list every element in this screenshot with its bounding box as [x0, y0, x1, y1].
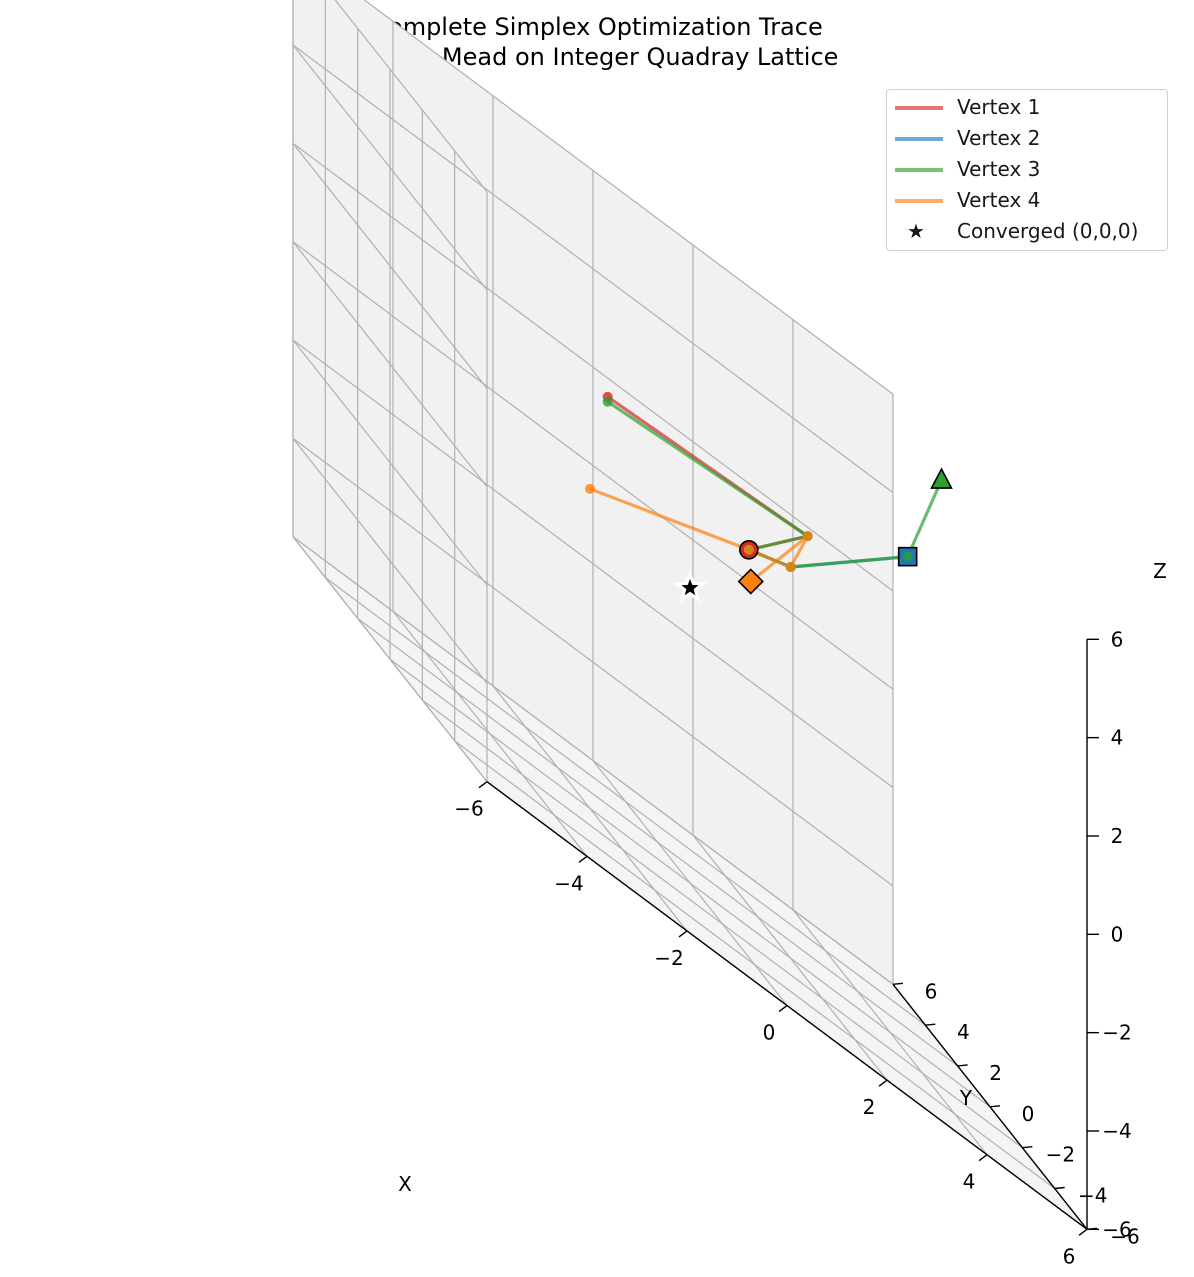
y-axis-label: Y: [959, 1086, 973, 1110]
series-point-vertex-4: [785, 562, 796, 573]
y-tick-label: −4: [1078, 1184, 1107, 1208]
grid-line: [292, 44, 894, 494]
series-marker-vertex-3: [930, 467, 953, 489]
grid-line: [292, 536, 894, 985]
x-tick-mark: [478, 781, 488, 789]
x-tick-label: −2: [654, 946, 683, 970]
z-tick-label: −2: [1102, 1021, 1131, 1045]
y-tick-mark: [925, 1023, 936, 1026]
series-point-vertex-4: [743, 544, 754, 555]
z-axis-label: Z: [1153, 559, 1167, 583]
x-axis-label: X: [398, 1172, 412, 1196]
x-tick-mark: [878, 1079, 888, 1087]
legend-item-vertex-1: Vertex 1: [887, 92, 1167, 123]
y-tick-label: 2: [989, 1061, 1002, 1085]
y-tick-mark: [892, 982, 904, 985]
series-point-vertex-3: [602, 396, 613, 407]
legend-label-vertex-2: Vertex 2: [957, 126, 1041, 150]
legend-swatch-vertex-3: [895, 168, 943, 172]
y-tick-label: 6: [925, 979, 938, 1003]
legend-swatch-vertex-2: [895, 137, 943, 141]
z-tick-label: −4: [1102, 1119, 1131, 1143]
grid-line: [363, 0, 894, 395]
x-tick-label: −6: [454, 797, 483, 821]
x-tick-mark: [978, 1154, 988, 1162]
legend-label-vertex-1: Vertex 1: [957, 95, 1041, 119]
series-point-vertex-4: [802, 531, 813, 542]
z-tick-label: 4: [1111, 726, 1124, 750]
legend: Vertex 1 Vertex 2 Vertex 3 Vertex 4 ★ Co…: [886, 89, 1168, 251]
y-tick-label: −2: [1046, 1143, 1075, 1167]
y-tick-label: −6: [1110, 1224, 1139, 1248]
legend-item-vertex-3: Vertex 3: [887, 154, 1167, 185]
x-tick-mark: [778, 1004, 788, 1013]
y-tick-mark: [1054, 1186, 1065, 1190]
y-tick-label: 4: [957, 1020, 970, 1044]
y-tick-mark: [957, 1064, 968, 1067]
legend-item-vertex-4: Vertex 4: [887, 185, 1167, 216]
series-layer: [585, 391, 953, 603]
x-tick-label: 4: [963, 1170, 976, 1194]
series-point-vertex-3: [902, 551, 913, 562]
legend-item-vertex-2: Vertex 2: [887, 123, 1167, 154]
z-tick-label: 0: [1111, 922, 1124, 946]
x-tick-label: 2: [863, 1095, 876, 1119]
x-tick-mark: [1078, 1228, 1088, 1236]
y-tick-mark: [1022, 1145, 1033, 1149]
series-point-vertex-4: [585, 483, 595, 494]
x-tick-mark: [678, 930, 688, 938]
z-tick-label: 2: [1111, 824, 1124, 848]
grid-line: [334, 0, 488, 193]
z-tick-label: 6: [1111, 627, 1124, 651]
x-tick-label: 6: [1063, 1244, 1076, 1268]
grid-line: [292, 44, 488, 291]
legend-label-converged: Converged (0,0,0): [957, 219, 1139, 243]
x-tick-mark: [578, 855, 588, 863]
series-marker-vertex-4: [737, 568, 764, 595]
converged-star-marker: [681, 579, 699, 596]
legend-swatch-vertex-1: [895, 106, 943, 110]
legend-label-vertex-3: Vertex 3: [957, 157, 1041, 181]
grid-lines: [292, 0, 1088, 1230]
chart-title: Complete Simplex Optimization Trace: [371, 13, 822, 41]
legend-item-converged: ★ Converged (0,0,0): [887, 216, 1167, 247]
z-tick-label: −6: [1102, 1217, 1131, 1241]
y-tick-label: 0: [1022, 1102, 1035, 1126]
star-icon: ★: [907, 219, 925, 243]
grid-line: [324, 577, 926, 1026]
legend-label-vertex-4: Vertex 4: [957, 188, 1041, 212]
x-tick-label: −4: [554, 871, 583, 895]
legend-swatch-vertex-4: [895, 199, 943, 203]
x-tick-label: 0: [763, 1021, 776, 1045]
y-tick-mark: [989, 1105, 1001, 1108]
